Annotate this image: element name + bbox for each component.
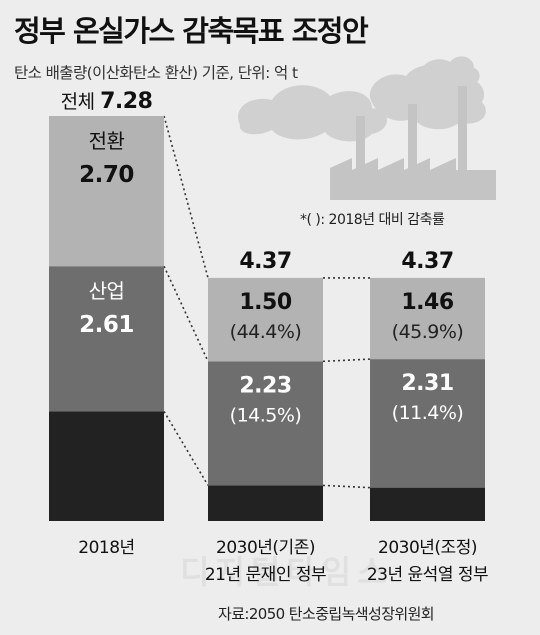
connector-line	[163, 115, 209, 279]
bar-segment	[370, 277, 485, 360]
bar-segment	[49, 266, 164, 412]
connector-line	[322, 484, 371, 489]
chimney-icon	[356, 116, 365, 176]
total-label: 전체 7.28	[61, 89, 153, 114]
value-label: 2.61	[79, 312, 134, 338]
chimney-icon	[408, 104, 417, 176]
value-label: 2.23	[239, 373, 291, 398]
source-credit: 자료:2050 탄소중립녹색성장위원회	[218, 605, 435, 623]
bar-segment	[208, 277, 323, 362]
total-label-caption: 전체	[61, 91, 101, 113]
smoke-cloud-icon	[418, 56, 480, 91]
smoke-cloud-icon	[238, 85, 387, 142]
value-label: 1.46	[401, 290, 453, 315]
percent-label: (14.5%)	[230, 404, 302, 426]
connector-lines	[163, 115, 371, 489]
factory-illustration-icon	[238, 56, 496, 200]
total-label: 4.37	[239, 249, 291, 274]
value-label: 1.50	[239, 290, 291, 315]
bar-labels: 전체 7.28 4.37 4.37 전환 2.70 산업 2.61 1.50 (44.4%) 2.…	[61, 89, 489, 585]
bar-segment	[370, 359, 485, 488]
percent-label: (44.4%)	[230, 321, 302, 343]
category-label: 2018년	[78, 538, 134, 558]
series-name-label: 전환	[89, 129, 125, 153]
category-label: 2030년(조정)	[378, 538, 477, 558]
category-label: 23년 윤석열 정부	[367, 565, 488, 585]
factory-building-icon	[330, 158, 496, 200]
percent-label: (45.9%)	[392, 321, 464, 343]
footnote: *( ): 2018년 대비 감축률	[300, 212, 445, 228]
stacked-bar-chart: 전체 7.28 4.37 4.37 전환 2.70 산업 2.61 1.50 (44.4%) 2.…	[49, 56, 496, 585]
bar-segment	[370, 487, 485, 521]
bar-segment	[208, 485, 323, 521]
connector-line	[163, 265, 209, 362]
bar-segment	[208, 361, 323, 486]
bars	[49, 116, 485, 521]
bar-segment	[49, 116, 164, 267]
category-label: 21년 문재인 정부	[205, 565, 326, 585]
value-label: 2.70	[79, 162, 134, 188]
value-label: 2.31	[401, 371, 453, 396]
bar-segment	[49, 411, 164, 521]
connector-line	[163, 410, 209, 486]
chart-title: 정부 온실가스 감축목표 조정안	[14, 14, 369, 48]
total-label: 4.37	[401, 249, 453, 274]
category-label: 2030년(기존)	[216, 538, 315, 558]
chart-subtitle: 탄소 배출량(이산화탄소 환산) 기준, 단위: 억 t	[14, 64, 298, 82]
percent-label: (11.4%)	[392, 402, 464, 424]
total-label-value: 7.28	[100, 89, 152, 114]
series-name-label: 산업	[89, 279, 125, 303]
connector-line	[322, 358, 371, 363]
chimney-icon	[458, 86, 467, 176]
